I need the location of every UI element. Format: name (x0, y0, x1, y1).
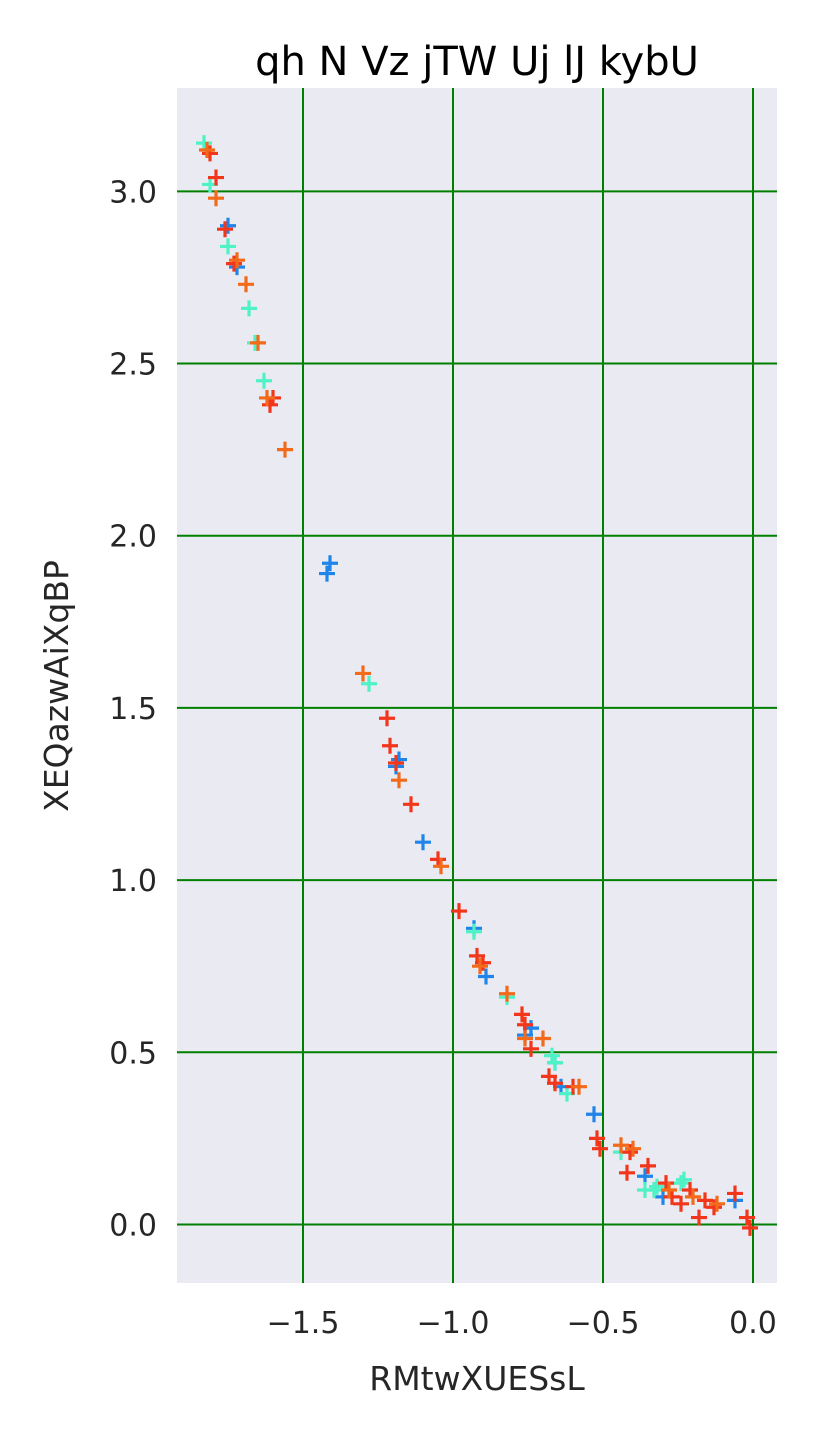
data-point (535, 1030, 551, 1047)
data-point (727, 1185, 743, 1202)
data-point (619, 1164, 635, 1181)
data-point (472, 958, 488, 975)
data-point (415, 834, 431, 851)
data-point (241, 300, 257, 317)
x-tick-labels: −1.5 −1.0 −0.5 0.0 (267, 1306, 777, 1341)
y-tick-label: 1.5 (109, 692, 157, 727)
chart-title: qh N Vz jTW Uj lJ kybU (255, 39, 699, 85)
data-point (475, 954, 491, 971)
data-point (646, 1182, 662, 1199)
data-point (451, 903, 467, 920)
data-point (226, 255, 242, 272)
y-axis-label: XEQazwAiXqBP (37, 560, 76, 812)
y-tick-label: 3.0 (109, 175, 157, 210)
data-point (238, 276, 254, 293)
plot-area-background (177, 88, 777, 1283)
x-axis-label: RMtwXUESsL (369, 1359, 585, 1398)
data-point (208, 169, 224, 186)
data-point (673, 1195, 689, 1212)
data-point (517, 1030, 533, 1047)
data-point (676, 1171, 692, 1188)
data-point (379, 710, 395, 727)
data-point (202, 145, 218, 162)
y-tick-label: 2.0 (109, 520, 157, 555)
data-point (739, 1209, 755, 1226)
x-tick-label: −0.5 (567, 1306, 640, 1341)
data-point (517, 1016, 533, 1033)
y-tick-label: 0.5 (109, 1036, 157, 1071)
data-point (514, 1006, 530, 1023)
data-point (391, 772, 407, 789)
data-point (589, 1130, 605, 1147)
data-point (661, 1182, 677, 1199)
data-point (256, 372, 272, 389)
data-point (382, 737, 398, 754)
data-point (613, 1137, 629, 1154)
data-point (220, 238, 236, 255)
data-point (361, 675, 377, 692)
data-point (592, 1140, 608, 1157)
data-point (547, 1054, 563, 1071)
data-point (697, 1192, 713, 1209)
x-tick-label: −1.5 (267, 1306, 340, 1341)
data-point (622, 1144, 638, 1161)
data-point (466, 923, 482, 940)
x-tick-label: −1.0 (417, 1306, 490, 1341)
data-point (499, 985, 515, 1002)
data-point (586, 1106, 602, 1123)
data-point (322, 555, 338, 572)
data-point (220, 217, 236, 234)
y-tick-label: 0.0 (109, 1208, 157, 1243)
data-point (388, 754, 404, 771)
y-tick-label: 2.5 (109, 348, 157, 383)
data-point (571, 1078, 587, 1095)
data-point (319, 565, 335, 582)
data-point (673, 1175, 689, 1192)
data-point (706, 1199, 722, 1216)
data-point (478, 968, 494, 985)
grid-lines (177, 88, 777, 1283)
data-point (199, 141, 215, 158)
data-point (523, 1040, 539, 1057)
data-point (547, 1075, 563, 1092)
data-point (403, 796, 419, 813)
data-point (742, 1219, 758, 1236)
data-point (709, 1195, 725, 1212)
data-point (277, 441, 293, 458)
data-point (433, 858, 449, 875)
data-point (691, 1209, 707, 1226)
data-point (208, 190, 224, 207)
data-point (625, 1140, 641, 1157)
data-point (637, 1168, 653, 1185)
y-tick-labels: 0.0 0.5 1.0 1.5 2.0 2.5 3.0 (109, 175, 157, 1243)
data-point (259, 389, 275, 406)
data-point (217, 221, 233, 238)
data-points (196, 135, 758, 1236)
data-point (250, 334, 266, 351)
data-point (355, 665, 371, 682)
y-tick-label: 1.0 (109, 864, 157, 899)
data-point (229, 252, 245, 269)
x-tick-label: 0.0 (729, 1306, 777, 1341)
data-point (685, 1188, 701, 1205)
data-point (649, 1178, 665, 1195)
data-point (640, 1157, 656, 1174)
